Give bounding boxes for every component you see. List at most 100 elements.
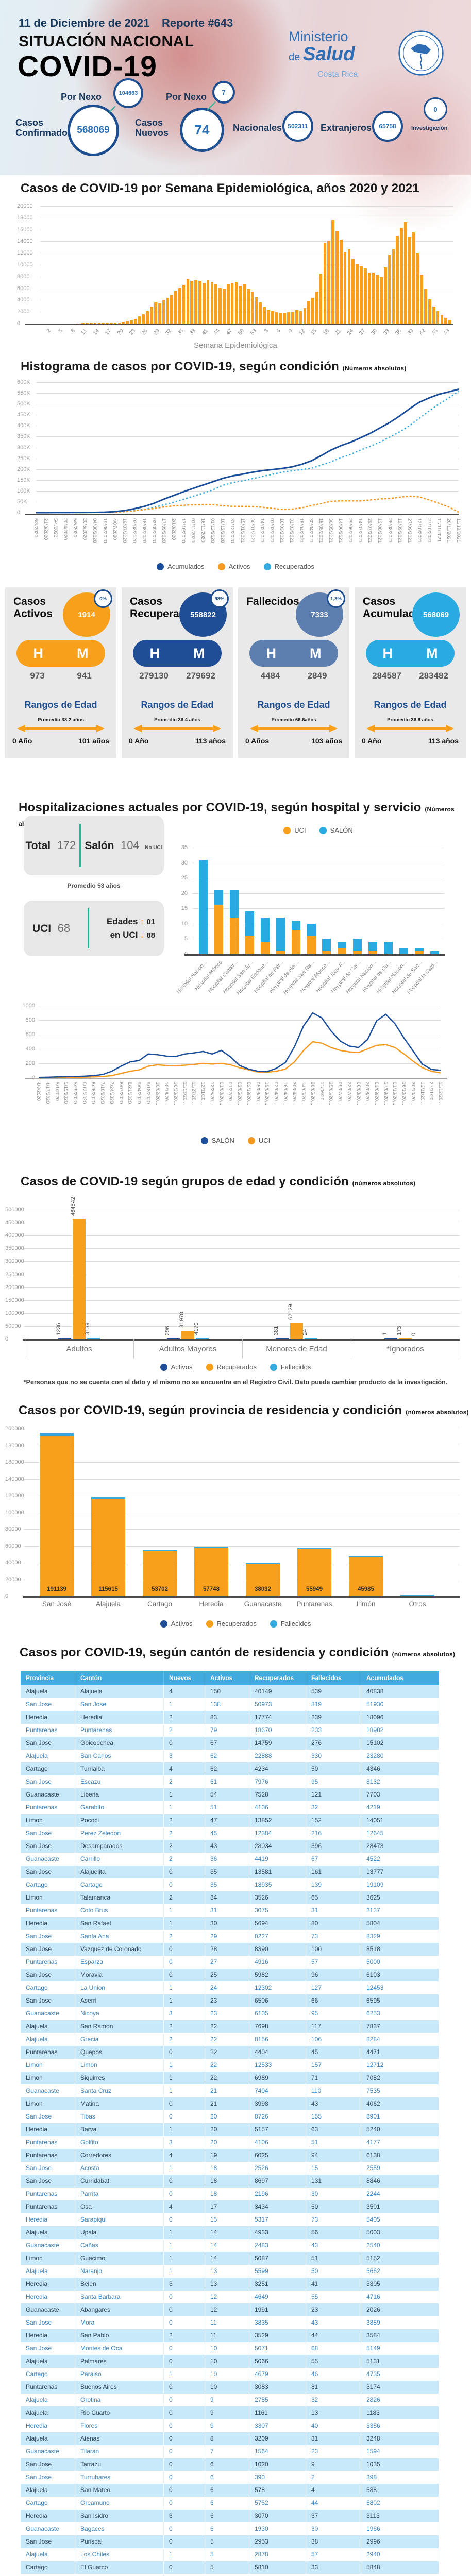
x-tick-label: 5/4/2020 xyxy=(53,518,59,537)
week-bar xyxy=(162,300,165,324)
table-cell: 18 xyxy=(205,2175,249,2188)
table-cell: 6 xyxy=(205,2471,249,2484)
double-arrow-icon xyxy=(17,725,105,732)
legend-item: Acumulados xyxy=(157,563,205,570)
table-cell: 54 xyxy=(205,1788,249,1801)
table-cell: 30 xyxy=(306,2522,361,2535)
x-tick-label: 17/10/2020 xyxy=(180,518,186,543)
y-axis-label: 400 xyxy=(25,1046,35,1052)
y-axis-label: 150K xyxy=(17,477,30,483)
y-axis-label: 100000 xyxy=(5,1310,24,1316)
week-bar xyxy=(122,321,125,324)
table-cell: Desamparados xyxy=(75,1840,164,1853)
x-tick-label: 30/10/20... xyxy=(410,1082,416,1105)
table-cell: 0 xyxy=(164,2291,205,2303)
table-cell: 40149 xyxy=(249,1685,306,1698)
table-cell: Heredia xyxy=(21,2123,75,2136)
table-cell: 6 xyxy=(205,2458,249,2471)
gridline xyxy=(24,1300,460,1301)
y-axis-label: 2000 xyxy=(17,309,30,315)
table-cell: 32 xyxy=(306,2394,361,2406)
table-cell: 10 xyxy=(205,2381,249,2394)
recuperados-bar xyxy=(290,1323,303,1339)
table-cell: 3174 xyxy=(361,2381,439,2394)
y-axis-label: 180000 xyxy=(5,1442,24,1449)
table-row: San Jose Goicoechea 0 67 14759 276 15102 xyxy=(21,1737,439,1750)
hospital-label: Hospital Nacion... xyxy=(344,959,378,995)
x-tick-label: 10/16/20... xyxy=(163,1082,170,1105)
week-bar xyxy=(154,302,157,324)
card-value-bubble: 558822 98% xyxy=(179,589,229,637)
table-cell: 28 xyxy=(205,1943,249,1956)
table-cell: 0 xyxy=(164,2535,205,2548)
table-cell: 117 xyxy=(306,2020,361,2033)
x-tick-label: 04/06/2020 xyxy=(92,518,98,543)
table-cell: 0 xyxy=(164,2188,205,2200)
table-row: San Jose Turrubares 0 6 390 2 398 xyxy=(21,2471,439,2484)
table-cell: 5848 xyxy=(361,2561,439,2574)
gender-h-value: 284587 xyxy=(372,671,401,681)
x-tick-label: 5/1/2020 xyxy=(54,1082,60,1101)
y-axis-label: 250000 xyxy=(5,1271,24,1278)
table-cell: 44 xyxy=(306,2329,361,2342)
table-cell: Guanacaste xyxy=(21,2303,75,2316)
week-bar xyxy=(436,311,440,324)
table-cell: 51 xyxy=(306,2252,361,2265)
table-cell: 3356 xyxy=(361,2419,439,2432)
x-tick-label: 28/08/2021 xyxy=(386,518,393,543)
x-tick-label: 16/11/2020 xyxy=(200,518,206,543)
table-cell: 32 xyxy=(306,1801,361,1814)
hosp-salon-label: Salón xyxy=(85,840,114,852)
salon-bar xyxy=(322,939,331,952)
column-header: Recuperados xyxy=(249,1671,306,1685)
table-cell: 15 xyxy=(205,2213,249,2226)
table-cell: 14 xyxy=(205,2239,249,2252)
y-axis-label: 120000 xyxy=(5,1493,24,1499)
x-tick-label: 01/10/20... xyxy=(392,1082,398,1105)
x-tick-label: 4/3/2020 xyxy=(36,1082,41,1101)
table-cell: 0 xyxy=(164,1866,205,1878)
x-tick-label: 6/3/2020 xyxy=(33,518,39,537)
table-cell: 7404 xyxy=(249,2084,306,2097)
table-cell: 5599 xyxy=(249,2265,306,2278)
table-cell: 121 xyxy=(306,1788,361,1801)
salon-bar xyxy=(214,890,224,906)
table-row: Alajuela Los Chiles 1 5 2878 57 2940 xyxy=(21,2548,439,2561)
age-min-max: 0 Año 113 años xyxy=(355,737,466,745)
table-cell: 1594 xyxy=(361,2445,439,2458)
x-tick-label: 5/15/2020 xyxy=(63,1082,69,1104)
table-cell: 13581 xyxy=(249,1866,306,1878)
extranjeros-label: Extranjeros xyxy=(321,123,372,133)
table-cell: 1 xyxy=(164,1917,205,1930)
arrow-up-icon: ↑ xyxy=(140,918,144,926)
hosp-total-value: 172 xyxy=(57,839,76,852)
table-cell: 1991 xyxy=(249,2303,306,2316)
gender-m-value: 941 xyxy=(77,671,92,681)
table-row: Alajuela San Carlos 3 62 22888 330 23280 xyxy=(21,1750,439,1762)
y-axis-label: 80000 xyxy=(5,1526,21,1532)
table-cell: 3 xyxy=(164,1750,205,1762)
table-cell: 4404 xyxy=(249,2046,306,2059)
table-cell: 2026 xyxy=(361,2303,439,2316)
table-cell: Cartago xyxy=(21,2561,75,2574)
table-cell: San Jose xyxy=(21,2316,75,2329)
table-cell: 2 xyxy=(164,1711,205,1724)
gridline xyxy=(24,1546,460,1547)
x-tick-label: 05/03/20... xyxy=(255,1082,261,1105)
week-bar xyxy=(400,228,403,324)
table-cell: Buenos Aires xyxy=(75,2381,164,2394)
table-cell: Upala xyxy=(75,2226,164,2239)
legend: Activos Recuperados Fallecidos xyxy=(0,1620,471,1628)
table-cell: 12533 xyxy=(249,2059,306,2072)
x-tick-label: 13/11/20... xyxy=(419,1082,425,1105)
table-cell: 4716 xyxy=(361,2291,439,2303)
province-recuperados-bar xyxy=(91,1499,125,1596)
table-cell: 30 xyxy=(306,2188,361,2200)
table-cell: San Jose xyxy=(21,1840,75,1853)
table-cell: Limon xyxy=(21,2059,75,2072)
table-cell: San Jose xyxy=(21,1943,75,1956)
age-chart-title: Casos de COVID-19 según grupos de edad y… xyxy=(21,1175,415,1189)
week-bar xyxy=(117,322,121,324)
table-cell: Goicoechea xyxy=(75,1737,164,1750)
